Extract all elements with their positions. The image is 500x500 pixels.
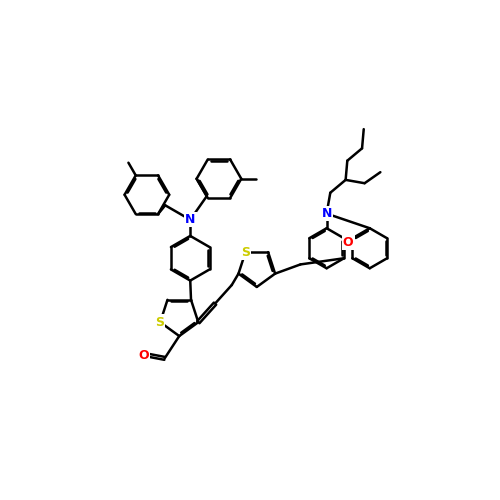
Text: N: N bbox=[185, 213, 196, 226]
Text: S: S bbox=[241, 246, 250, 258]
Text: N: N bbox=[322, 207, 332, 220]
Text: O: O bbox=[138, 349, 149, 362]
Text: S: S bbox=[155, 316, 164, 328]
Text: O: O bbox=[343, 236, 353, 248]
